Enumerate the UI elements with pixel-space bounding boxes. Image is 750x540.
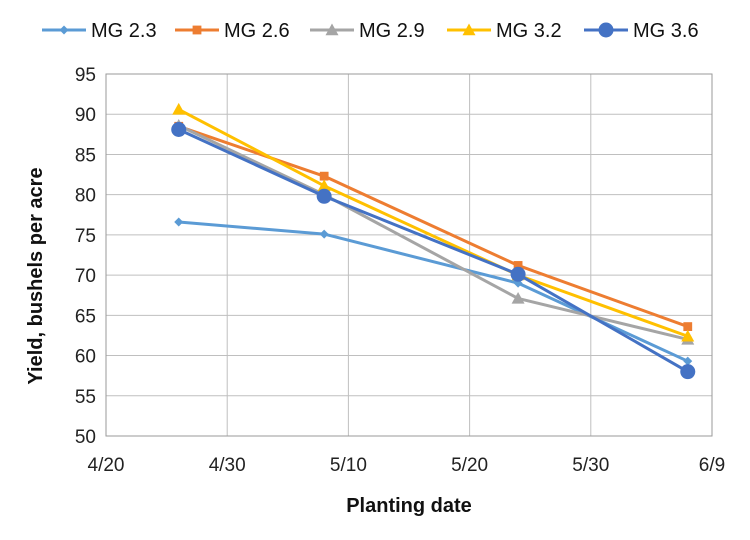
x-axis-ticks: 4/20 4/30 5/10 5/20 5/30 6/9 (88, 455, 726, 476)
x-axis-title: Planting date (346, 495, 472, 517)
legend-marker (59, 25, 69, 35)
data-point (510, 266, 526, 282)
data-point (171, 122, 187, 138)
y-axis-title: Yield, bushels per acre (25, 167, 47, 384)
series-mg-3-2 (172, 102, 695, 342)
series-line (178, 124, 689, 329)
y-tick-label: 95 (75, 65, 96, 86)
data-point (316, 188, 332, 204)
data-point (683, 322, 693, 331)
legend-marker (462, 23, 476, 36)
data-point (681, 329, 695, 342)
y-tick-label: 60 (75, 347, 96, 368)
legend-marker (598, 22, 614, 38)
legend-label: MG 3.6 (633, 20, 699, 42)
x-tick-label: 5/30 (572, 455, 609, 476)
data-point (174, 217, 184, 227)
data-point (172, 102, 186, 115)
series-layer (171, 102, 696, 380)
data-point (511, 291, 525, 304)
series-line (178, 128, 689, 373)
legend-label: MG 2.6 (224, 20, 290, 42)
legend-item: MG 2.3 (42, 20, 157, 42)
y-tick-label: 90 (75, 105, 96, 126)
series-mg-2-6 (174, 121, 693, 331)
data-point (513, 261, 523, 270)
legend-item: MG 2.6 (175, 20, 290, 42)
x-tick-label: 6/9 (699, 455, 725, 476)
y-tick-label: 55 (75, 387, 96, 408)
legend-item: MG 3.6 (584, 20, 699, 42)
y-tick-label: 65 (75, 306, 96, 327)
x-tick-label: 5/20 (451, 455, 488, 476)
legend-item: MG 3.2 (447, 20, 562, 42)
data-point (683, 356, 693, 366)
data-point (680, 364, 696, 380)
y-tick-label: 70 (75, 266, 96, 287)
legend: MG 2.3 MG 2.6 MG 2.9 MG 3.2 MG 3.6 (42, 20, 699, 42)
plot-area-frame (105, 73, 713, 437)
y-tick-label: 80 (75, 186, 96, 207)
series-mg-3-6 (171, 122, 696, 380)
data-point (319, 229, 329, 239)
legend-item: MG 2.9 (310, 20, 425, 42)
series-line (178, 124, 689, 341)
legend-marker (192, 25, 202, 35)
legend-marker (325, 23, 339, 36)
y-axis-ticks: 50 55 60 65 70 75 80 85 90 95 (75, 65, 96, 448)
series-line (178, 220, 689, 363)
series-line (178, 108, 689, 338)
x-tick-label: 4/20 (88, 455, 125, 476)
legend-label: MG 2.9 (359, 20, 425, 42)
x-tick-label: 4/30 (209, 455, 246, 476)
data-point (319, 171, 329, 181)
y-tick-label: 75 (75, 226, 96, 247)
legend-label: MG 2.3 (91, 20, 157, 42)
y-tick-label: 85 (75, 145, 96, 166)
data-point (317, 179, 331, 192)
x-tick-label: 5/10 (330, 455, 367, 476)
y-tick-label: 50 (75, 427, 96, 448)
legend-label: MG 3.2 (496, 20, 562, 42)
gridlines (105, 73, 713, 437)
